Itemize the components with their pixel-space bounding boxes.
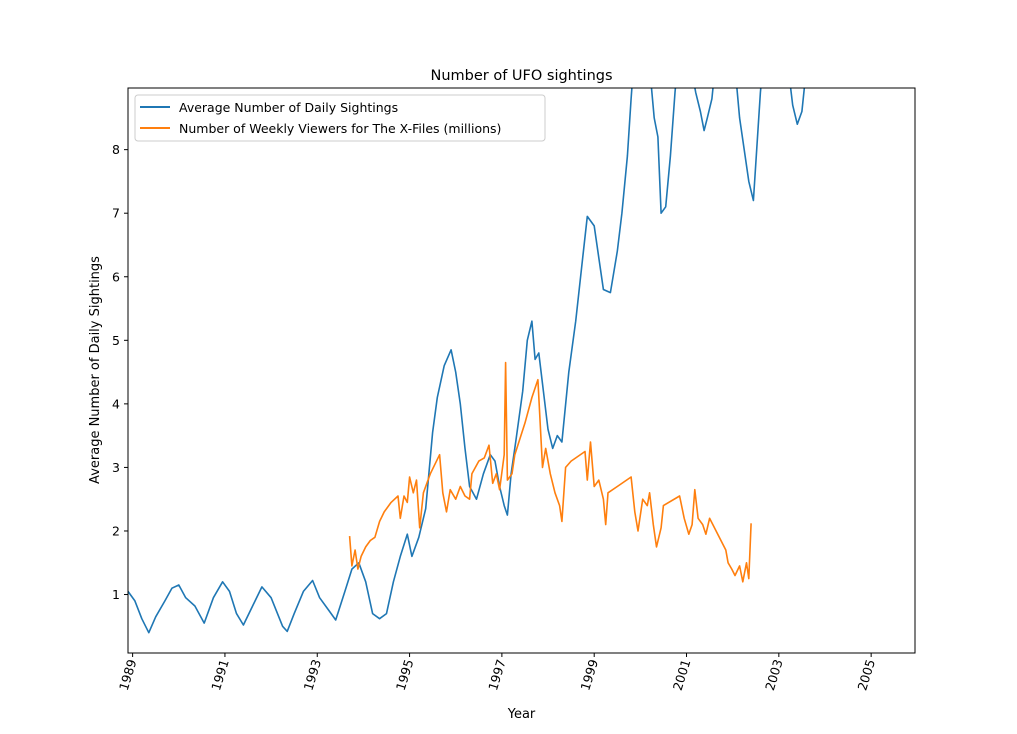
x-tick-label: 1999 xyxy=(577,657,601,692)
y-tick-label: 7 xyxy=(112,206,120,221)
series-line-daily-sightings xyxy=(128,88,806,634)
chart-title: Number of UFO sightings xyxy=(430,68,612,84)
legend-label-daily-sightings: Average Number of Daily Sightings xyxy=(179,100,398,115)
y-tick-label: 8 xyxy=(112,142,120,157)
x-tick-label: 2001 xyxy=(670,657,694,692)
y-axis-label: Average Number of Daily Sightings xyxy=(88,256,103,484)
y-tick-label: 3 xyxy=(112,460,120,475)
x-tick-label: 2005 xyxy=(854,657,878,692)
x-tick-label: 1989 xyxy=(116,657,140,692)
legend: Average Number of Daily Sightings Number… xyxy=(134,94,546,142)
series-line-xfiles-viewers xyxy=(348,361,752,583)
legend-box xyxy=(134,94,546,142)
x-tick-label: 1991 xyxy=(208,657,232,692)
x-tick-label: 1995 xyxy=(393,657,417,692)
y-axis: 1 2 3 4 5 6 7 8 xyxy=(112,142,128,602)
y-tick-label: 6 xyxy=(112,269,120,284)
y-tick-label: 4 xyxy=(112,396,120,411)
plot-area xyxy=(128,88,915,653)
y-tick-label: 5 xyxy=(112,333,120,348)
plot-frame xyxy=(127,87,916,654)
y-tick-label: 1 xyxy=(112,587,120,602)
x-tick-label: 2003 xyxy=(762,657,786,692)
x-axis: 1989 1991 1993 1995 1997 1999 2001 2003 2005 xyxy=(116,653,878,692)
legend-label-xfiles-viewers: Number of Weekly Viewers for The X-Files… xyxy=(179,121,501,136)
x-axis-label: Year xyxy=(507,707,536,722)
y-tick-label: 2 xyxy=(112,523,120,538)
x-tick-label: 1993 xyxy=(300,657,324,692)
x-tick-label: 1997 xyxy=(485,657,509,692)
series-layer xyxy=(128,88,806,634)
